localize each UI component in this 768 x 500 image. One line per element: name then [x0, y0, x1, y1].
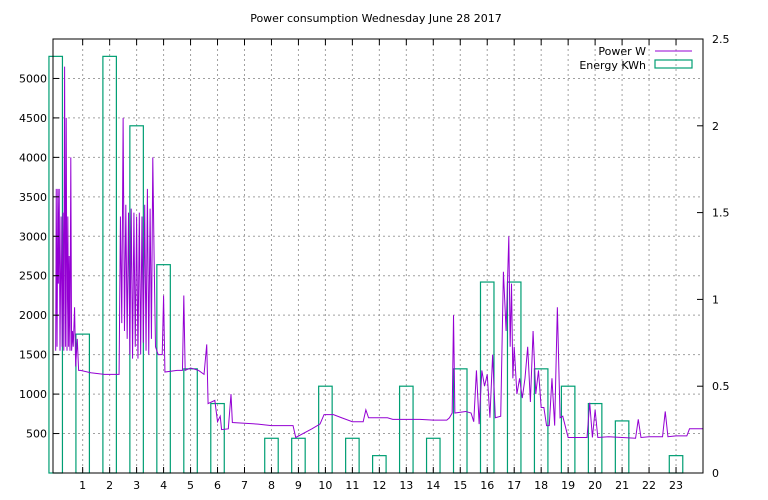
x-tick-label-15: 15: [453, 479, 467, 492]
y-left-tick-label-1500: 1500: [19, 349, 47, 362]
x-tick-label-16: 16: [480, 479, 494, 492]
power-series-line: [55, 66, 703, 439]
x-tick-label-5: 5: [187, 479, 194, 492]
x-tick-label-6: 6: [214, 479, 221, 492]
x-tick-label-9: 9: [295, 479, 302, 492]
y-left-tick-label-4000: 4000: [19, 151, 47, 164]
x-tick-label-10: 10: [318, 479, 332, 492]
x-tick-label-14: 14: [426, 479, 440, 492]
x-tick-label-23: 23: [669, 479, 683, 492]
y-left-tick-label-5000: 5000: [19, 72, 47, 85]
y-left-tick-label-1000: 1000: [19, 388, 47, 401]
y-left-tick-label-3000: 3000: [19, 230, 47, 243]
y-right-tick-label-0: 0: [712, 467, 719, 480]
x-tick-label-22: 22: [642, 479, 656, 492]
y-left-tick-label-3500: 3500: [19, 191, 47, 204]
x-tick-label-17: 17: [507, 479, 521, 492]
y-right-tick-label-2: 2: [712, 120, 719, 133]
y-left-tick-label-2500: 2500: [19, 270, 47, 283]
legend-label-energy: Energy KWh: [579, 59, 646, 72]
x-tick-label-18: 18: [534, 479, 548, 492]
y-right-tick-label-2.5: 2.5: [712, 33, 730, 46]
y-left-tick-label-2000: 2000: [19, 309, 47, 322]
x-tick-label-3: 3: [133, 479, 140, 492]
legend-swatch-energy: [654, 59, 693, 69]
x-tick-label-4: 4: [160, 479, 167, 492]
power-line: [55, 66, 703, 439]
y-right-tick-label-1: 1: [712, 293, 719, 306]
axes: 1 2 3 4 5 6 7 8 9 10 11 12 13 14 15 16 17 18 19 20 21 22 23500…: [19, 33, 730, 492]
x-tick-label-8: 8: [268, 479, 275, 492]
energy-bar-6: [210, 402, 225, 474]
x-tick-label-21: 21: [615, 479, 629, 492]
x-tick-label-1: 1: [79, 479, 86, 492]
x-tick-label-7: 7: [241, 479, 248, 492]
y-right-tick-label-1.5: 1.5: [712, 207, 730, 220]
y-left-tick-label-500: 500: [26, 428, 47, 441]
y-left-tick-label-4500: 4500: [19, 112, 47, 125]
x-tick-label-2: 2: [106, 479, 113, 492]
chart-title: Power consumption Wednesday June 28 2017: [250, 12, 502, 25]
x-tick-label-19: 19: [561, 479, 575, 492]
legend-label-power: Power W: [598, 45, 646, 58]
grid: [53, 39, 703, 473]
legend: Power W Energy KWh: [579, 45, 693, 72]
y-right-tick-label-0.5: 0.5: [712, 380, 730, 393]
x-tick-label-11: 11: [345, 479, 359, 492]
x-tick-label-13: 13: [399, 479, 413, 492]
plot-frame: [52, 38, 704, 474]
x-tick-label-12: 12: [372, 479, 386, 492]
x-tick-label-20: 20: [588, 479, 602, 492]
